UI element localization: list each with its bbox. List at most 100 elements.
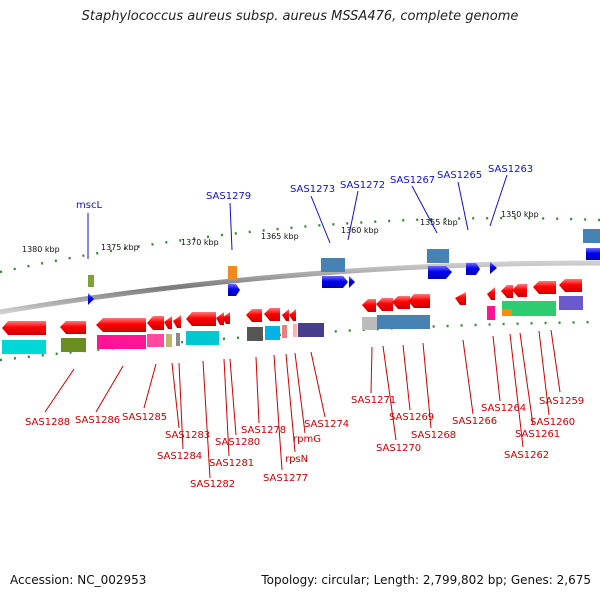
kbp-label: 1370 kbp [181,238,219,247]
gene-box[interactable] [293,324,297,337]
gene-label[interactable]: SAS1284 [157,451,202,462]
gene-label[interactable]: rpmG [293,434,321,445]
scale-arc [0,216,600,274]
upper-gene-track [88,229,600,305]
gene-label[interactable]: SAS1264 [481,403,526,414]
gene-box[interactable] [186,331,219,345]
gene-box[interactable] [487,306,495,320]
gene-label[interactable]: SAS1285 [122,412,167,423]
gene-box[interactable] [282,325,287,338]
gene-arrow-forward[interactable] [88,293,94,305]
gene-label[interactable]: SAS1267 [390,175,435,186]
kbp-label: 1380 kbp [22,245,60,254]
gene-arrow-reverse[interactable] [487,287,495,300]
gene-label[interactable]: SAS1271 [351,395,396,406]
accession-label: Accession: NC_002953 [10,573,147,587]
gene-arrow-forward[interactable] [322,276,348,288]
gene-label[interactable]: SAS1260 [530,417,575,428]
gene-box[interactable] [559,296,583,310]
gene-arrow-reverse[interactable] [392,296,410,309]
gene-label[interactable]: SAS1261 [515,429,560,440]
gene-arrow-reverse[interactable] [147,316,164,330]
gene-label[interactable]: SAS1259 [539,396,584,407]
kbp-label: 1365 kbp [261,232,299,241]
gene-arrow-reverse[interactable] [289,309,296,321]
gene-label[interactable]: SAS1272 [340,180,385,191]
gene-box[interactable] [377,315,430,329]
gene-box[interactable] [176,333,180,346]
gene-label[interactable]: SAS1278 [241,425,286,436]
gene-box[interactable] [502,309,512,316]
kbp-label: 1350 kbp [501,210,539,219]
gene-label[interactable]: SAS1279 [206,191,251,202]
lower-gene-track [2,279,583,354]
gene-arrow-reverse[interactable] [408,294,430,308]
gene-arrow-forward[interactable] [228,284,240,296]
gene-arrow-reverse[interactable] [282,309,289,321]
lower-gene-labels: SAS1288 SAS1286 SAS1285 SAS1283 SAS1284 … [25,395,584,490]
gene-box[interactable] [2,340,46,354]
gene-box[interactable] [362,317,377,330]
gene-box[interactable] [61,338,86,352]
genome-title: Staphylococcus aureus subsp. aureus MSSA… [81,9,519,24]
gene-arrow-reverse[interactable] [559,279,582,292]
gene-label[interactable]: SAS1262 [504,450,549,461]
gene-box[interactable] [247,327,263,341]
gene-box[interactable] [298,323,324,337]
gene-arrow-reverse[interactable] [60,321,86,334]
gene-label[interactable]: rpsN [285,454,308,465]
gene-label[interactable]: SAS1263 [488,164,533,175]
gene-box[interactable] [427,249,449,263]
gene-arrow-reverse[interactable] [164,316,172,329]
gene-arrow-forward[interactable] [490,262,497,274]
gene-box[interactable] [583,229,600,243]
gene-label[interactable]: SAS1280 [215,437,260,448]
gene-arrow-reverse[interactable] [222,312,230,324]
gene-arrow-reverse[interactable] [362,299,376,312]
gene-arrow-reverse[interactable] [512,284,527,297]
gene-arrow-reverse[interactable] [533,281,556,294]
gene-arrow-reverse[interactable] [186,312,216,326]
gene-label[interactable]: SAS1282 [190,479,235,490]
gene-box[interactable] [265,326,280,340]
gene-arrow-forward[interactable] [466,263,480,275]
gene-label[interactable]: mscL [76,200,102,211]
gene-label[interactable]: SAS1283 [165,430,210,441]
genome-summary: Topology: circular; Length: 2,799,802 bp… [261,573,591,587]
gene-arrow-reverse[interactable] [216,312,224,325]
gene-arrow-forward[interactable] [349,276,355,288]
gene-box[interactable] [97,335,146,349]
gene-box[interactable] [228,266,237,280]
gene-label[interactable]: SAS1273 [290,184,335,195]
gene-label[interactable]: SAS1274 [304,419,349,430]
gene-box[interactable] [502,301,556,316]
gene-label[interactable]: SAS1281 [209,458,254,469]
gene-label[interactable]: SAS1269 [389,412,434,423]
gene-arrow-reverse[interactable] [376,298,393,311]
gene-label[interactable]: SAS1265 [437,170,482,181]
kbp-label: 1360 kbp [341,226,379,235]
gene-box[interactable] [321,258,345,272]
gene-arrow-forward[interactable] [428,266,452,279]
gene-label[interactable]: SAS1286 [75,415,120,426]
label-connectors [44,174,561,479]
gene-label[interactable]: SAS1266 [452,416,497,427]
gene-box[interactable] [147,334,164,347]
upper-gene-labels: mscL SAS1279 SAS1273 SAS1272 SAS1267 SAS… [76,164,533,211]
gene-arrow-reverse[interactable] [264,308,280,321]
gene-arrow-reverse[interactable] [2,321,46,335]
gene-label[interactable]: SAS1288 [25,417,70,428]
gene-arrow-reverse[interactable] [173,315,181,328]
gene-box[interactable] [88,275,94,287]
gene-label[interactable]: SAS1270 [376,443,421,454]
gene-arrow-reverse[interactable] [246,309,262,322]
genome-backbone [0,260,600,315]
gene-arrow-reverse[interactable] [96,318,146,332]
gene-arrow-forward[interactable] [586,248,600,260]
gene-label[interactable]: SAS1268 [411,430,456,441]
gene-arrow-reverse[interactable] [455,292,466,305]
gene-label[interactable]: SAS1277 [263,473,308,484]
gene-arrow-reverse[interactable] [501,285,513,298]
gene-box[interactable] [166,334,172,347]
